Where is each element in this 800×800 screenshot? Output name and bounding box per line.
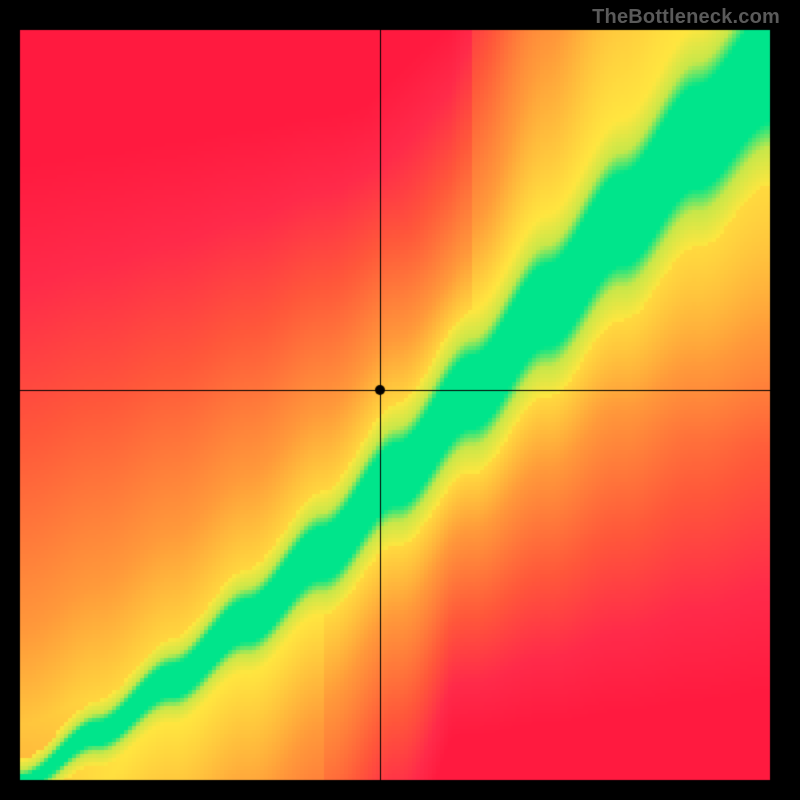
chart-container: TheBottleneck.com	[0, 0, 800, 800]
bottleneck-heatmap	[0, 0, 800, 800]
watermark-text: TheBottleneck.com	[592, 6, 780, 29]
